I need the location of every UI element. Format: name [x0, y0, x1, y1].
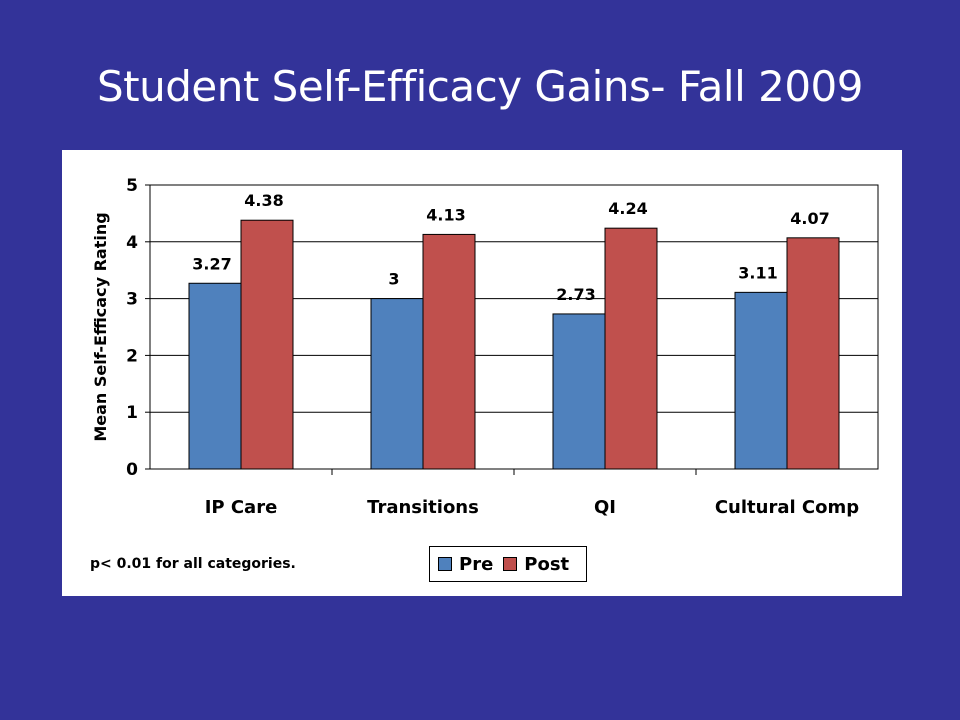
bar-pre-3: [734, 291, 788, 470]
data-label-post-3: 4.07: [790, 209, 829, 228]
x-category-label: IP Care: [205, 497, 278, 518]
legend-item-post: Post: [503, 554, 569, 575]
bar-pre-0: [188, 282, 242, 470]
y-tick-label: 4: [126, 233, 138, 253]
legend-label-post: Post: [524, 553, 570, 575]
legend-item-pre: Pre: [438, 554, 493, 575]
bar-post-3: [786, 237, 840, 470]
x-category-label: Cultural Comp: [715, 497, 859, 518]
bar-post-0: [240, 219, 294, 470]
legend-label-pre: Pre: [459, 553, 494, 575]
chart-container: 0 1 2 3 4 5 Mean Self-Efficacy Rating 3.27 4.38 I…: [62, 150, 902, 596]
x-category-label: Transitions: [367, 497, 479, 518]
bar-pre-2: [552, 313, 606, 470]
y-tick-label: 1: [126, 403, 138, 423]
data-label-post-1: 4.13: [426, 205, 465, 224]
y-tick-label: 0: [126, 460, 138, 480]
data-label-pre-2: 2.73: [556, 285, 595, 304]
legend-swatch-post: [503, 557, 518, 571]
bar-chart: 0 1 2 3 4 5 Mean Self-Efficacy Rating 3.27 4.38 I…: [91, 176, 879, 518]
y-tick-label: 2: [126, 346, 138, 366]
y-axis-title: Mean Self-Efficacy Rating: [91, 212, 110, 441]
y-tick-label: 3: [126, 290, 138, 310]
slide-title: Student Self-Efficacy Gains- Fall 2009: [97, 62, 863, 111]
data-label-pre-3: 3.11: [738, 263, 777, 282]
bar-pre-1: [370, 298, 424, 470]
data-label-pre-0: 3.27: [192, 254, 231, 273]
bar-post-1: [422, 233, 476, 470]
data-label-post-0: 4.38: [244, 191, 283, 210]
legend-swatch-pre: [438, 557, 452, 571]
data-label-pre-1: 3: [388, 270, 399, 289]
footnote: p< 0.01 for all categories.: [90, 556, 296, 572]
x-category-label: QI: [594, 497, 616, 518]
bar-post-2: [604, 227, 658, 470]
y-tick-label: 5: [126, 176, 138, 196]
chart-legend: Pre Post: [429, 546, 587, 582]
data-label-post-2: 4.24: [608, 199, 647, 218]
